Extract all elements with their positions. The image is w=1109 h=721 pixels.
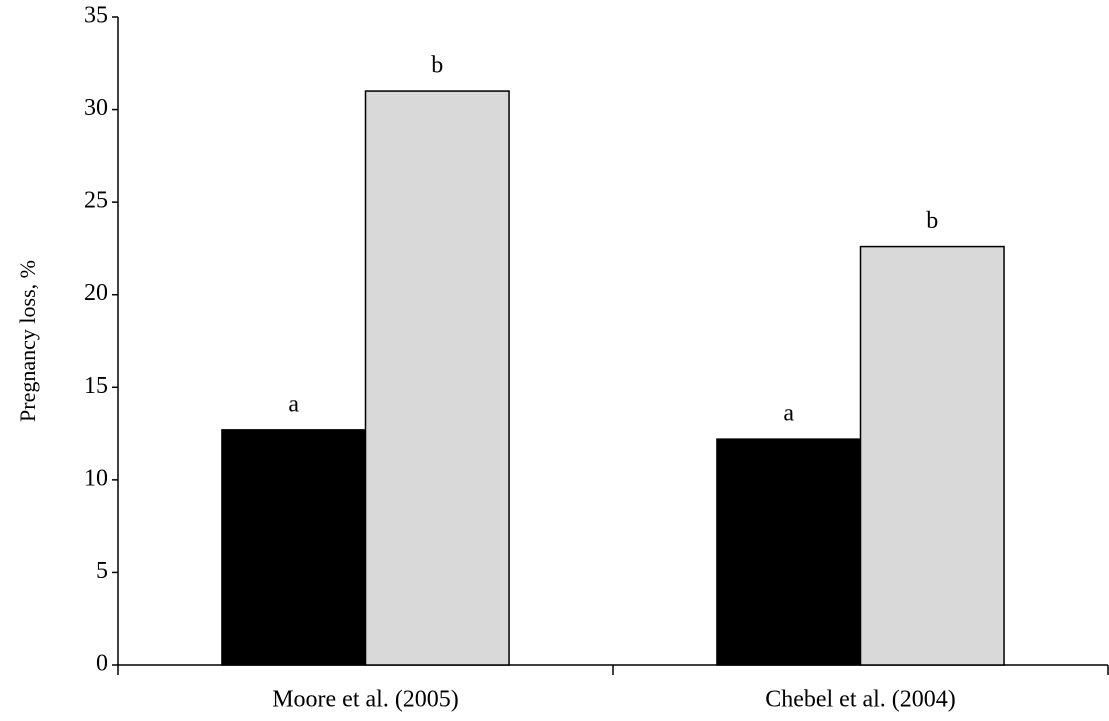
y-tick-label: 15: [84, 373, 108, 399]
y-tick-label: 25: [84, 188, 108, 214]
bar: [221, 429, 367, 666]
bar: [859, 245, 1005, 666]
bar-annotation: a: [288, 391, 299, 417]
bar-annotation: a: [783, 401, 794, 427]
y-tick-label: 20: [84, 280, 108, 306]
x-tick-label: Moore et al. (2005): [272, 687, 459, 713]
bar: [364, 90, 510, 666]
y-axis-label: Pregnancy loss, %: [15, 260, 40, 422]
x-tick-label: Chebel et al. (2004): [765, 687, 956, 713]
y-tick-label: 10: [84, 465, 108, 491]
y-tick-label: 5: [96, 558, 108, 584]
y-tick-label: 30: [84, 95, 108, 121]
bar: [716, 438, 862, 666]
y-tick-label: 0: [96, 651, 108, 677]
y-tick-label: 35: [84, 3, 108, 29]
bar-annotation: b: [431, 53, 443, 79]
bar-annotation: b: [926, 208, 938, 234]
